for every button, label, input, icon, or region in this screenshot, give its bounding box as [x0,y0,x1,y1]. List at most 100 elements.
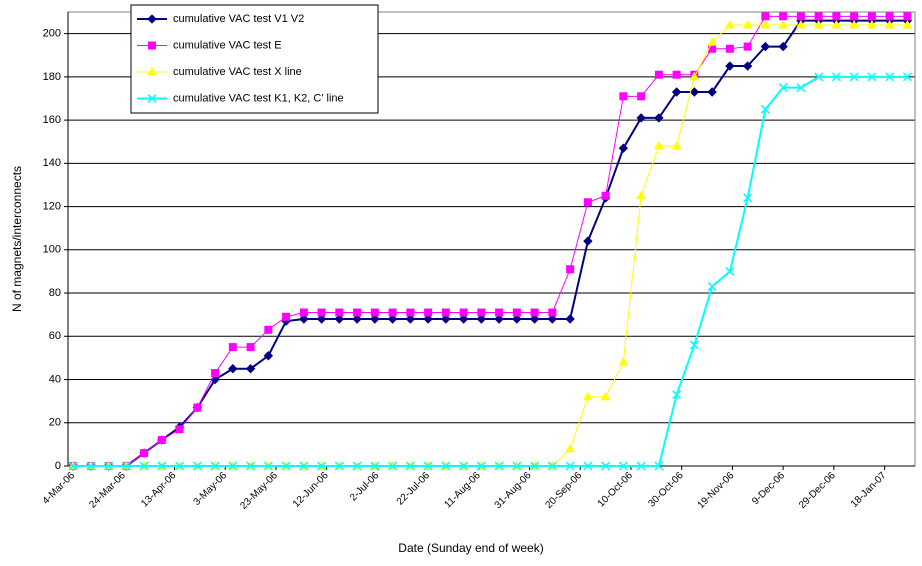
marker [246,461,256,471]
marker [902,72,912,82]
marker [601,191,610,200]
x-tick-label: 22-Jul-06 [395,470,433,508]
marker [104,461,114,471]
marker [494,461,504,471]
marker [68,461,78,471]
marker [228,364,238,374]
marker [459,308,468,317]
marker [281,461,291,471]
marker [689,87,700,97]
marker [654,70,663,79]
marker [139,461,149,471]
y-tick-label: 200 [43,28,61,40]
marker [121,461,131,471]
marker [742,61,753,71]
marker [779,12,788,21]
marker [547,461,557,471]
marker [458,314,469,324]
marker [867,72,877,82]
marker [405,314,416,324]
legend: cumulative VAC test V1 V2 cumulative VAC … [130,4,379,114]
series [68,15,913,471]
legend-label: cumulative VAC test K1, K2, C' line [173,92,344,104]
marker [86,461,96,471]
marker [282,312,291,321]
marker [761,12,770,21]
marker [725,19,735,29]
marker [476,461,486,471]
marker [689,71,700,81]
marker [583,391,593,401]
x-tick-label: 31-Aug-06 [493,470,534,511]
y-tick-label: 40 [49,373,61,385]
marker [565,443,575,453]
marker [619,92,628,101]
marker [636,113,646,123]
marker [334,461,344,471]
marker [565,461,575,471]
marker [636,461,646,471]
marker [583,461,593,471]
x-tick-label: 19-Nov-06 [696,470,737,511]
legend-label: cumulative VAC test V1 V2 [173,13,304,25]
x-tick-label: 9-Dec-06 [750,470,787,507]
marker [885,12,894,21]
legend-label: cumulative VAC test X line [173,66,302,78]
marker [387,314,398,324]
marker [654,141,664,150]
marker [441,308,450,317]
marker [210,461,220,471]
marker [353,308,362,317]
marker [867,19,877,29]
marker [671,141,682,150]
marker [441,461,451,471]
marker [814,12,823,21]
x-tick-label: 29-Dec-06 [797,470,838,511]
marker [388,461,398,471]
marker [147,66,157,76]
marker [263,351,274,361]
marker [459,461,469,471]
x-tick-label: 11-Aug-06 [443,470,484,511]
marker [388,308,397,317]
marker [636,190,646,200]
y-tick-label: 100 [43,244,61,256]
marker [477,308,486,317]
marker [831,19,842,29]
x-tick-label: 24-Mar-06 [87,470,128,511]
marker [760,19,771,29]
marker [147,93,157,104]
marker [778,83,788,93]
marker [334,314,345,324]
marker [317,308,326,317]
marker [512,314,522,324]
marker [246,343,255,352]
marker [814,72,824,82]
marker [796,83,806,93]
marker [352,314,362,324]
marker [813,19,824,29]
marker [743,42,752,51]
marker [157,436,166,445]
marker [512,308,521,317]
x-tick-label: 30-Oct-06 [646,470,686,510]
x-tick-label: 3-May-06 [192,470,230,508]
marker [671,87,682,97]
marker [147,14,157,24]
x-tick-label: 2-Jul-06 [348,470,382,504]
marker [316,314,327,324]
marker [423,314,433,324]
marker [850,12,859,21]
marker [654,461,664,471]
marker [228,461,238,471]
y-tick-label: 140 [43,157,61,169]
marker [672,390,682,400]
marker [689,340,699,350]
marker [530,308,539,317]
marker [832,12,841,21]
marker [157,461,167,471]
marker [849,72,859,82]
marker [637,92,646,101]
series [68,72,912,471]
y-tick-label: 80 [49,287,61,299]
